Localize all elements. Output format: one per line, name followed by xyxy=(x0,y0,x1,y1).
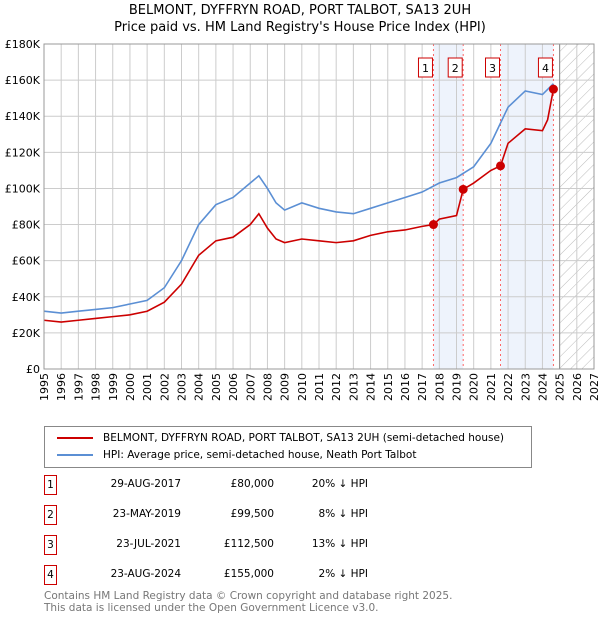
transaction-hpi-diff: 13% ↓ HPI xyxy=(311,538,368,550)
x-tick-label: 2009 xyxy=(279,373,292,401)
transaction-number: 2 xyxy=(44,505,57,525)
transaction-row: 2 23-MAY-2019 £99,500 8% ↓ HPI xyxy=(44,505,544,525)
y-tick-label: £40K xyxy=(12,291,41,304)
x-tick-label: 2005 xyxy=(210,373,223,401)
blue-line-swatch xyxy=(57,454,93,456)
legend-label: HPI: Average price, semi-detached house,… xyxy=(103,449,417,461)
y-tick-label: £120K xyxy=(5,146,41,159)
price-chart: 1995 1996 1997 1998 1999 2000 2001 2002 2003 2004… xyxy=(5,38,600,401)
transaction-date: 23-JUL-2021 xyxy=(116,538,181,550)
x-tick-label: 2022 xyxy=(502,373,515,401)
x-tick-label: 1997 xyxy=(72,373,85,401)
y-tick-label: £20K xyxy=(12,327,41,340)
x-tick-label: 2023 xyxy=(519,373,532,401)
marker-label-box xyxy=(417,57,433,78)
transaction-hpi-diff: 2% ↓ HPI xyxy=(318,568,368,580)
x-tick-label: 2013 xyxy=(347,373,360,401)
footer: Contains HM Land Registry data © Crown c… xyxy=(44,590,452,614)
marker-label-box xyxy=(447,57,463,78)
x-tick-label: 2014 xyxy=(365,373,378,401)
x-tick-label: 2020 xyxy=(468,373,481,401)
x-tick-label: 1998 xyxy=(90,373,103,401)
x-tick-label: 2016 xyxy=(399,373,412,401)
marker-label-box xyxy=(485,57,500,78)
red-line-swatch xyxy=(57,437,93,439)
x-tick-label: 2019 xyxy=(451,373,464,401)
x-tick-label: 2010 xyxy=(296,373,309,401)
transaction-hpi-diff: 8% ↓ HPI xyxy=(318,508,368,520)
marker-label: 3 xyxy=(489,62,496,75)
y-tick-label: £180K xyxy=(5,38,41,51)
x-tick-label: 2025 xyxy=(554,373,567,401)
hpi-line xyxy=(43,83,554,314)
footer-copyright: Contains HM Land Registry data © Crown c… xyxy=(44,590,453,602)
x-tick-label: 1999 xyxy=(107,373,120,401)
plot-border xyxy=(43,43,595,370)
x-tick-label: 2004 xyxy=(193,373,206,401)
x-tick-label: 2021 xyxy=(485,373,498,401)
x-tick-label: 2017 xyxy=(416,373,429,401)
transaction-row: 3 23-JUL-2021 £112,500 13% ↓ HPI xyxy=(44,535,544,555)
transaction-number: 1 xyxy=(44,475,57,495)
y-tick-label: £60K xyxy=(12,255,41,268)
x-tick-label: 2002 xyxy=(158,373,171,401)
price-paid-line xyxy=(43,88,555,323)
marker-label-box xyxy=(537,57,553,78)
transaction-price: £80,000 xyxy=(230,478,274,490)
transaction-row: 1 29-AUG-2017 £80,000 20% ↓ HPI xyxy=(44,475,544,495)
transaction-date: 23-AUG-2024 xyxy=(110,568,181,580)
legend-label: BELMONT, DYFFRYN ROAD, PORT TALBOT, SA13… xyxy=(103,432,505,444)
marker-label: 4 xyxy=(542,62,549,75)
legend-item-hpi: HPI: Average price, semi-detached house,… xyxy=(57,449,416,461)
legend: BELMONT, DYFFRYN ROAD, PORT TALBOT, SA13… xyxy=(44,426,532,468)
transaction-number: 3 xyxy=(44,535,57,555)
y-tick-label: £80K xyxy=(12,219,41,232)
sale-point xyxy=(428,220,438,230)
legend-item-property: BELMONT, DYFFRYN ROAD, PORT TALBOT, SA13… xyxy=(57,432,504,444)
x-tick-label: 2026 xyxy=(571,373,584,401)
x-tick-label: 2001 xyxy=(141,373,154,401)
marker-label: 1 xyxy=(422,62,429,75)
y-tick-label: £0 xyxy=(26,363,40,376)
transaction-date: 23-MAY-2019 xyxy=(112,508,181,520)
chart-title: BELMONT, DYFFRYN ROAD, PORT TALBOT, SA13… xyxy=(128,3,472,18)
sale-point xyxy=(496,161,505,171)
x-tick-label: 1996 xyxy=(55,373,68,401)
y-tick-label: £140K xyxy=(5,110,41,123)
x-tick-label: 2018 xyxy=(433,373,446,401)
transaction-price: £112,500 xyxy=(223,538,274,550)
transaction-number: 4 xyxy=(44,565,57,585)
y-tick-label: £160K xyxy=(5,74,41,87)
x-tick-label: 2007 xyxy=(244,373,257,401)
sale-point xyxy=(458,184,468,194)
x-tick-label: 2000 xyxy=(124,373,137,401)
transaction-price: £99,500 xyxy=(230,508,274,520)
x-tick-label: 2012 xyxy=(330,373,343,401)
x-tick-label: 2008 xyxy=(261,373,274,401)
transaction-price: £155,000 xyxy=(223,568,274,580)
footer-licence: This data is licensed under the Open Gov… xyxy=(44,602,379,614)
x-tick-label: 2011 xyxy=(313,373,326,401)
y-tick-label: £100K xyxy=(5,182,41,195)
transaction-row: 4 23-AUG-2024 £155,000 2% ↓ HPI xyxy=(44,565,544,585)
x-tick-label: 2024 xyxy=(536,373,549,401)
x-tick-label: 2003 xyxy=(176,373,189,401)
x-tick-label: 2027 xyxy=(588,373,600,401)
sale-point xyxy=(548,84,558,94)
x-tick-label: 1995 xyxy=(38,373,51,401)
transaction-date: 29-AUG-2017 xyxy=(110,478,181,490)
marker-label: 2 xyxy=(452,62,459,75)
shaded-range xyxy=(500,44,554,369)
x-tick-label: 2015 xyxy=(382,373,395,401)
transaction-hpi-diff: 20% ↓ HPI xyxy=(311,478,368,490)
chart-subtitle: Price paid vs. HM Land Registry's House … xyxy=(114,20,486,35)
x-tick-label: 2006 xyxy=(227,373,240,401)
